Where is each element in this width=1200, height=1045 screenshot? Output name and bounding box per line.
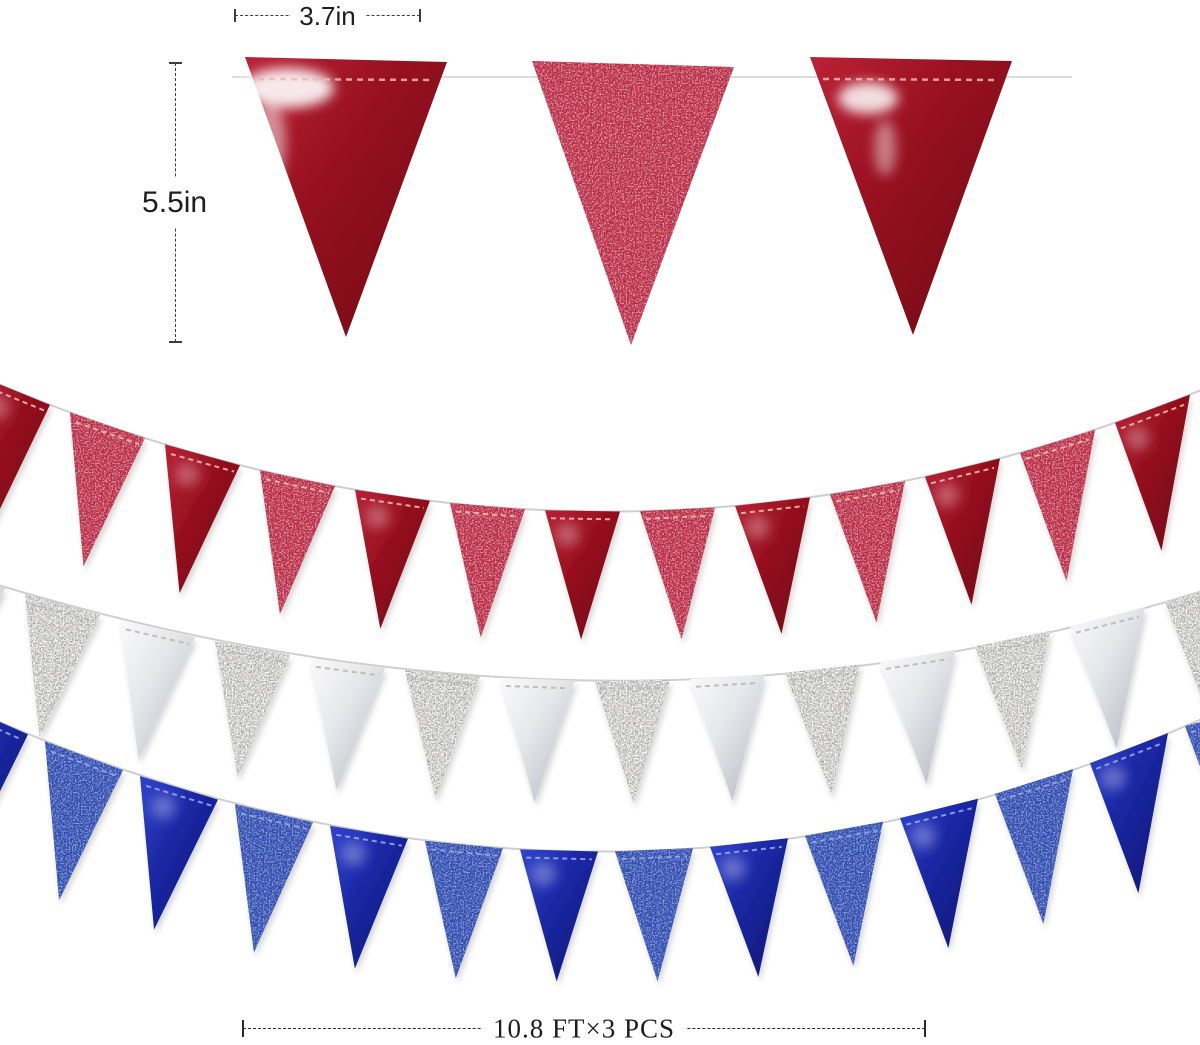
pennant-flag-red-metallic [545, 510, 620, 640]
stitch-seam [125, 628, 190, 645]
stitch-seam [257, 77, 435, 82]
pennant-flag-silver-metallic [880, 650, 955, 784]
dimension-tick [924, 1020, 926, 1037]
stitch-seam [0, 391, 45, 412]
stitch-seam [241, 812, 307, 830]
stitch-seam [695, 681, 760, 688]
stitch-seam [220, 649, 285, 663]
pennant-flag-red-glitter [640, 507, 715, 640]
flag-width-dimension: 3.7in [234, 1, 421, 31]
pennant-flag-red-glitter [450, 503, 525, 638]
stitch-seam [526, 856, 592, 861]
stitch-seam [645, 514, 710, 520]
pennant-flag-blue-glitter [45, 741, 123, 901]
dimension-tick [169, 62, 182, 64]
pennant-flag-red-metallic [925, 458, 1000, 605]
stitch-seam [1120, 403, 1185, 430]
stitch-seam [75, 421, 140, 446]
pennant-flag-blue-glitter [1185, 706, 1200, 856]
stitch-seam [265, 478, 330, 494]
pennant-flag-blue-glitter [805, 821, 883, 966]
pennant-flag-silver-metallic [1070, 607, 1145, 749]
pennant-flag-silver-glitter [975, 630, 1050, 769]
stitch-seam [410, 677, 475, 686]
pennant-flag-blue-metallic [0, 722, 28, 792]
stitch-seam [360, 497, 425, 509]
pennant-flag-red-glitter [830, 480, 905, 623]
pennant-flag-blue-glitter [235, 804, 313, 953]
pennant-flag-silver-metallic [500, 677, 575, 803]
pennant-flag-blue-glitter [615, 848, 693, 982]
stitch-seam [980, 639, 1045, 655]
pennant-flag-silver-glitter [595, 679, 670, 803]
pennant-flag-blue-metallic [140, 775, 218, 930]
stitch-seam [811, 829, 877, 844]
stitch-seam [1095, 742, 1163, 770]
pennant-flag-blue-metallic [330, 825, 408, 969]
stitch-seam [1000, 778, 1068, 801]
silver-strand [0, 582, 1200, 803]
pennant-flag-blue-glitter [995, 769, 1073, 924]
stitch-seam [740, 505, 805, 515]
stitch-seam [455, 510, 520, 518]
dimension-tick [234, 9, 236, 22]
stitch-seam [50, 750, 118, 777]
stitch-seam [835, 489, 900, 503]
pennant-flag-silver-glitter [25, 594, 100, 737]
stitch-seam [930, 466, 995, 485]
stitch-seam [550, 517, 615, 521]
garland-length-label: 10.8 FT×3 PCS [480, 1013, 688, 1045]
stitch-seam [145, 784, 213, 807]
stitch-seam [1025, 438, 1090, 460]
pennant-flag-blue-metallic [1090, 733, 1168, 894]
dimension-tick [419, 9, 421, 22]
pennant-flag-red-glitter [1020, 429, 1095, 581]
stitch-seam [621, 855, 687, 861]
pennant-flag-blue-metallic [900, 798, 978, 949]
pennant-flag-red-metallic [0, 384, 50, 509]
pennant-flag-silver-glitter [405, 670, 480, 799]
stitch-seam [716, 845, 782, 856]
pennant-flag-silver-glitter [785, 664, 860, 795]
pennant-flag-silver-metallic [120, 620, 195, 760]
stitch-seam [905, 807, 973, 826]
stitch-seam [1170, 599, 1200, 609]
dimension-tick [169, 341, 182, 343]
stitch-seam [170, 453, 235, 473]
pennant-flag-red-metallic [1115, 394, 1190, 551]
flag-width-label: 3.7in [290, 1, 365, 31]
stitch-seam [822, 77, 1000, 82]
pennant-flag-blue-metallic [710, 838, 788, 977]
stitch-seam [30, 602, 95, 623]
garland-length-dimension: 10.8 FT×3 PCS [242, 1013, 926, 1045]
stitch-seam [790, 672, 855, 682]
red-strand [0, 383, 1200, 640]
dimension-tick [242, 1020, 244, 1037]
pennant-flag-silver-metallic [690, 674, 765, 802]
pennant-flag-silver-metallic [0, 586, 5, 598]
pennant-flag-blue-glitter [425, 840, 503, 979]
pennant-flag-red-metallic [355, 489, 430, 629]
pennant-flag-blue-metallic [520, 849, 598, 982]
stitch-seam [1075, 615, 1140, 634]
detail-pennant-flag-red-metallic [242, 57, 447, 337]
pennant-flag-red-metallic [735, 497, 810, 634]
pennant-flag-silver-metallic [310, 658, 385, 791]
stitch-seam [600, 686, 665, 690]
pennant-flag-red-metallic [165, 444, 240, 594]
pennant-flag-silver-glitter [215, 641, 290, 777]
detail-pennant-flag-red-metallic [810, 57, 1012, 335]
flag-height-dimension: 5.5in [139, 62, 211, 343]
pennant-flag-red-glitter [260, 470, 335, 615]
stitch-seam [315, 665, 380, 677]
detail-pennant-flag-red-glitter [532, 61, 734, 345]
stitch-seam [885, 657, 950, 670]
stitch-seam [431, 848, 497, 857]
stitch-seam [505, 685, 570, 690]
flag-height-label: 5.5in [139, 177, 211, 228]
stitch-seam [336, 833, 402, 847]
pennant-flag-silver-glitter [1165, 582, 1200, 724]
